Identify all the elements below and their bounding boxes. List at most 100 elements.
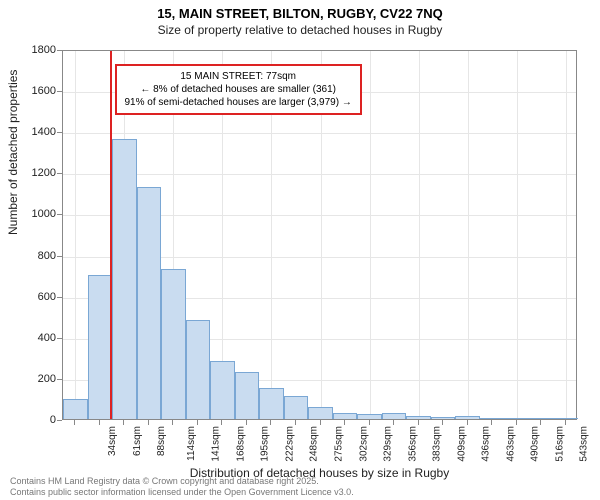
x-tick [270,420,271,425]
histogram-bar [382,413,407,419]
gridline-v [517,51,518,419]
x-tick-label: 275sqm [334,426,345,462]
histogram-bar [406,416,431,419]
x-tick [344,420,345,425]
x-tick [74,420,75,425]
x-tick-label: 141sqm [211,426,222,462]
info-box-line-3: 91% of semi-detached houses are larger (… [125,96,352,109]
x-tick-label: 114sqm [186,426,197,461]
x-tick-label: 302sqm [358,426,369,462]
histogram-bar [308,407,333,419]
info-box-line-1: 15 MAIN STREET: 77sqm [125,70,352,83]
y-tick-label: 1400 [0,126,56,138]
y-tick-label: 1800 [0,44,56,56]
x-tick [442,420,443,425]
chart-subtitle: Size of property relative to detached ho… [0,23,600,37]
x-tick [516,420,517,425]
gridline-h [63,174,576,175]
y-tick-label: 1200 [0,167,56,179]
y-tick-label: 1600 [0,85,56,97]
x-tick-label: 222sqm [285,426,296,462]
gridline-v [468,51,469,419]
x-tick-label: 383sqm [432,426,443,462]
y-tick-label: 400 [0,332,56,344]
chart-title: 15, MAIN STREET, BILTON, RUGBY, CV22 7NQ [0,6,600,21]
histogram-bar [333,413,358,419]
histogram-bar [161,269,186,419]
histogram-bar [112,139,137,419]
x-tick-label: 195sqm [260,426,271,462]
y-tick [57,214,62,215]
x-tick-label: 34sqm [107,426,118,456]
x-tick-label: 490sqm [530,426,541,462]
y-tick [57,256,62,257]
gridline-v [566,51,567,419]
y-tick-label: 200 [0,373,56,385]
x-tick [467,420,468,425]
x-tick [418,420,419,425]
y-tick-label: 1000 [0,208,56,220]
x-tick-label: 88sqm [156,426,167,456]
histogram-bar [210,361,235,419]
y-tick [57,50,62,51]
histogram-bar [88,275,113,419]
y-tick [57,297,62,298]
x-tick [393,420,394,425]
histogram-bar [137,187,162,419]
histogram-bar [529,418,554,419]
y-tick [57,132,62,133]
x-tick [540,420,541,425]
x-tick [565,420,566,425]
x-tick-label: 356sqm [407,426,418,462]
histogram-bar [504,418,529,419]
histogram-bar [455,416,480,419]
y-tick [57,173,62,174]
histogram-bar [480,418,505,419]
plot-area: 15 MAIN STREET: 77sqm← 8% of detached ho… [62,50,577,420]
footer-line-2: Contains public sector information licen… [10,487,354,498]
info-box: 15 MAIN STREET: 77sqm← 8% of detached ho… [115,64,362,115]
x-tick [99,420,100,425]
x-tick-label: 463sqm [505,426,516,462]
info-box-line-2: ← 8% of detached houses are smaller (361… [125,83,352,96]
x-tick-label: 436sqm [481,426,492,462]
x-tick-label: 543sqm [579,426,590,462]
histogram-bar [284,396,309,419]
x-tick [172,420,173,425]
x-tick-label: 248sqm [309,426,320,462]
histogram-bar [63,399,88,419]
x-tick-label: 409sqm [456,426,467,462]
histogram-bar [357,414,382,419]
histogram-bar [186,320,211,419]
x-tick [491,420,492,425]
chart-titles: 15, MAIN STREET, BILTON, RUGBY, CV22 7NQ… [0,0,600,37]
x-tick [246,420,247,425]
x-tick [369,420,370,425]
y-tick-label: 0 [0,414,56,426]
x-tick [148,420,149,425]
y-tick [57,420,62,421]
x-tick [221,420,222,425]
x-tick-label: 61sqm [132,426,143,456]
gridline-v [75,51,76,419]
y-tick [57,338,62,339]
histogram-bar [259,388,284,419]
x-tick-label: 329sqm [383,426,394,462]
footer-line-1: Contains HM Land Registry data © Crown c… [10,476,354,487]
x-tick-label: 516sqm [554,426,565,462]
x-tick [197,420,198,425]
marker-line [110,51,112,419]
histogram-bar [235,372,260,419]
x-tick [320,420,321,425]
histogram-bar [431,417,456,419]
chart-footer: Contains HM Land Registry data © Crown c… [10,476,354,498]
gridline-v [419,51,420,419]
y-tick-label: 600 [0,291,56,303]
y-tick-label: 800 [0,250,56,262]
x-tick [295,420,296,425]
x-tick [123,420,124,425]
y-tick [57,379,62,380]
gridline-v [370,51,371,419]
y-tick [57,91,62,92]
x-tick-label: 168sqm [235,426,246,462]
